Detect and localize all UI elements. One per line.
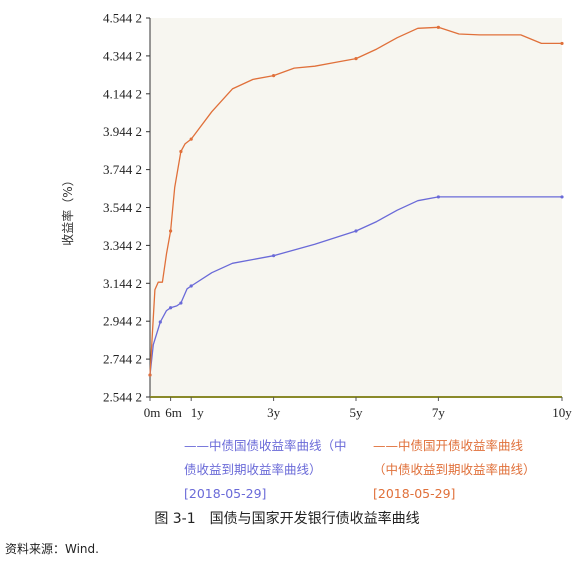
y-tick-label: 2.944 2 (103, 314, 142, 329)
y-tick-label: 4.344 2 (103, 48, 142, 63)
x-tick-label: 6m (165, 405, 182, 420)
series-point-1 (169, 229, 173, 233)
series-point-0 (169, 306, 173, 310)
series-line-1 (149, 26, 562, 376)
x-tick-label: 3y (267, 405, 281, 420)
y-tick-label: 2.744 2 (103, 352, 142, 367)
legend-line-cdb: —— (373, 438, 398, 453)
series-point-0 (272, 254, 276, 258)
axes: 2.544 2 2.744 2 2.944 2 3.144 2 3.344 2 3.544… (103, 11, 572, 421)
y-tick-label: 3.744 2 (103, 162, 142, 177)
x-tick-label: 7y (432, 405, 446, 420)
series-point-1 (560, 41, 564, 46)
x-tick-label: 0m (144, 405, 161, 420)
plot-area (150, 18, 562, 397)
series-point-1 (272, 74, 276, 78)
x-tick-label: 1y (191, 405, 205, 420)
series-point-0 (560, 195, 564, 199)
series-point-0 (354, 229, 358, 233)
figure-title: 国债与国家开发银行债收益率曲线 (209, 511, 420, 527)
y-axis-label: 收益率（%） (60, 174, 75, 245)
data-source: 资料来源：Wind. (5, 542, 99, 556)
series-layer (148, 25, 564, 377)
series-point-1 (189, 137, 193, 141)
series-point-1 (354, 56, 358, 61)
series-point-0 (189, 284, 193, 288)
y-tick-label: 3.144 2 (103, 276, 142, 291)
y-tick-label: 4.544 2 (103, 11, 142, 26)
series-point-1 (179, 149, 183, 154)
series-point-0 (436, 195, 440, 199)
legend-item-cdb: ——中债国开债收益率曲线（中债收益到期收益率曲线）[2018-05-29] (373, 434, 545, 506)
legend-label-cdb: 中债国开债收益率曲线（中债收益到期收益率曲线）[2018-05-29] (373, 438, 536, 501)
series-point-1 (436, 25, 440, 29)
y-tick-label: 4.144 2 (103, 86, 142, 101)
series-point-0 (179, 301, 183, 305)
series-point-0 (158, 320, 162, 324)
x-tick-label: 10y (552, 405, 572, 420)
y-tick-label: 3.544 2 (103, 200, 142, 215)
x-tick-label: 5y (350, 405, 364, 420)
legend-item-treasury: ——中债国债收益率曲线（中债收益到期收益率曲线）[2018-05-29] (184, 434, 352, 506)
legend-line-treasury: —— (184, 438, 209, 453)
y-tick-label: 3.344 2 (103, 238, 142, 253)
legend-label-treasury: 中债国债收益率曲线（中债收益到期收益率曲线）[2018-05-29] (184, 438, 347, 501)
yield-curve-chart: 2.544 2 2.744 2 2.944 2 3.144 2 3.344 2 3.544… (60, 11, 572, 421)
plot-background (150, 18, 562, 397)
figure-caption: 图 3-1 国债与国家开发银行债收益率曲线 (0, 508, 574, 528)
series-point-1 (148, 373, 152, 377)
series-line-0 (149, 196, 562, 376)
figure-number: 图 3-1 (154, 511, 196, 527)
y-tick-label: 2.544 2 (103, 390, 142, 405)
y-tick-label: 3.944 2 (103, 124, 142, 139)
